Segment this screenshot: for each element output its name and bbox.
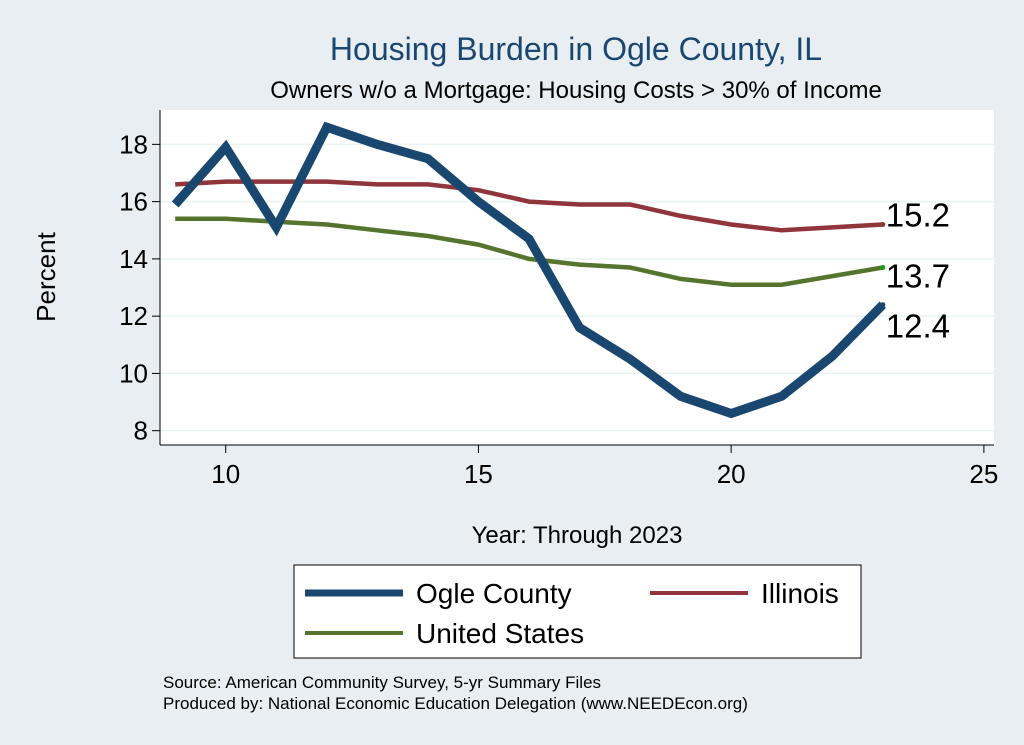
chart-title: Housing Burden in Ogle County, IL — [330, 31, 822, 67]
x-tick-label-20: 20 — [717, 459, 746, 489]
chart-subtitle: Owners w/o a Mortgage: Housing Costs > 3… — [270, 77, 882, 104]
legend-box — [293, 564, 862, 659]
plot-area — [160, 110, 994, 445]
y-tick-label-16: 16 — [119, 187, 148, 217]
y-tick-label-18: 18 — [119, 129, 148, 159]
series-end-point-illinois — [880, 222, 886, 228]
y-tick-label-10: 10 — [119, 358, 148, 388]
end-label-ogle-county: 12.4 — [886, 308, 950, 345]
x-tick-label-25: 25 — [969, 459, 998, 489]
y-axis-label: Percent — [31, 231, 61, 321]
end-labels: 12.4 15.2 13.7 — [886, 197, 950, 345]
series-group — [171, 121, 887, 419]
legend-label-united-states: United States — [416, 618, 584, 649]
footer-source: Source: American Community Survey, 5-yr … — [163, 673, 601, 692]
x-tick-label-15: 15 — [464, 459, 493, 489]
y-tick-label-8: 8 — [134, 416, 148, 446]
series-line-united-states — [175, 216, 884, 287]
x-axis-label: Year: Through 2023 — [472, 522, 683, 549]
x-tick-label-10: 10 — [211, 459, 240, 489]
y-tick-label-12: 12 — [119, 301, 148, 331]
series-line-illinois — [175, 179, 883, 233]
y-tick-label-14: 14 — [119, 244, 148, 274]
end-label-united-states: 13.7 — [886, 257, 950, 294]
axes: 8 10 12 14 16 18 10 15 20 25 — [119, 110, 998, 489]
legend-label-illinois: Illinois — [761, 578, 839, 609]
legend: Ogle County Illinois United States — [293, 564, 862, 659]
series-line-ogle-county — [171, 121, 887, 419]
series-end-point-united-states — [880, 264, 886, 270]
series-end-point-ogle-county — [880, 302, 886, 308]
end-label-illinois: 15.2 — [886, 197, 950, 234]
legend-label-ogle-county: Ogle County — [416, 578, 572, 609]
footer-produced: Produced by: National Economic Education… — [163, 694, 748, 713]
